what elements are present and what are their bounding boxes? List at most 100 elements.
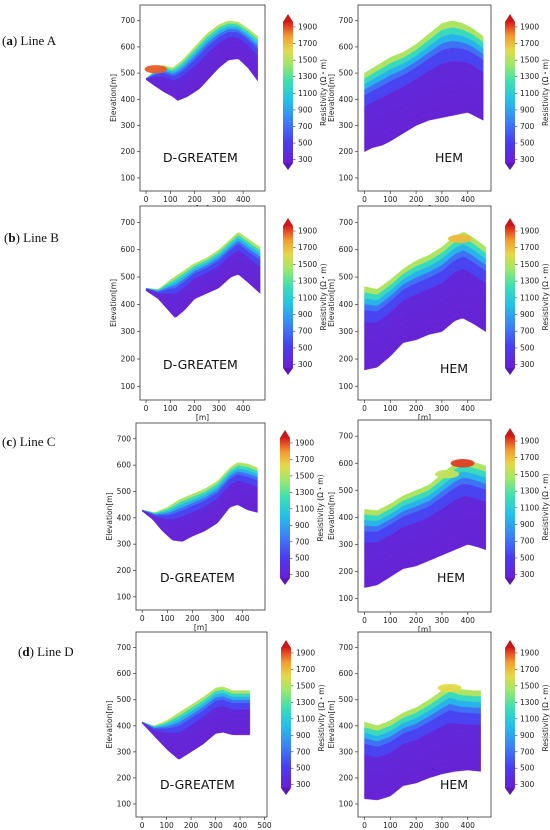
colorbar xyxy=(280,438,290,578)
x-axis-label: [m] xyxy=(418,625,431,634)
colorbar-tick-label: 1100 xyxy=(520,89,539,98)
y-tick-label: 200 xyxy=(121,147,136,156)
colorbar xyxy=(505,22,515,163)
colorbar-tick-label: 1100 xyxy=(296,714,315,723)
colorbar-extend-top xyxy=(505,218,515,226)
colorbar xyxy=(283,226,293,368)
colorbar-tick-label: 1500 xyxy=(520,470,539,479)
x-tick-label: 100 xyxy=(163,404,178,413)
resistivity-band xyxy=(142,501,258,542)
colorbar-tick-label: 1900 xyxy=(298,22,317,31)
x-tick-label: 200 xyxy=(187,195,202,204)
x-tick-label: 400 xyxy=(461,404,476,413)
colorbar-extend-bottom xyxy=(505,163,515,170)
panel-1: (a) Line A 0 100 200 300 400 100 200 300 400 500 60… xyxy=(2,4,328,213)
colorbar-tick-label: 1900 xyxy=(296,648,315,657)
colorbar-tick-label: 1500 xyxy=(295,471,314,480)
y-tick-label: 300 xyxy=(121,327,136,336)
y-tick-label: 700 xyxy=(121,218,136,227)
x-tick-label: 0 xyxy=(144,404,149,413)
x-tick-label: 200 xyxy=(409,195,424,204)
colorbar-tick-label: 500 xyxy=(520,553,535,562)
y-tick-label: 400 xyxy=(339,95,354,104)
x-tick-label: 0 xyxy=(140,821,145,830)
x-tick-label: 0 xyxy=(362,616,367,625)
y-tick-label: 300 xyxy=(121,121,136,130)
colorbar-tick-label: 1900 xyxy=(520,22,539,31)
colorbar-tick-label: 500 xyxy=(298,343,313,352)
colorbar-tick-label: 1700 xyxy=(298,243,317,252)
colorbar-tick-label: 300 xyxy=(520,780,535,789)
high-resistivity-zone xyxy=(435,469,460,479)
y-tick-label: 400 xyxy=(117,721,132,730)
y-tick-label: 200 xyxy=(117,566,132,575)
y-tick-label: 600 xyxy=(117,669,132,678)
colorbar-tick-label: 500 xyxy=(298,139,313,148)
x-tick-label: 400 xyxy=(461,195,476,204)
colorbar xyxy=(505,436,515,578)
colorbar-tick-label: 1300 xyxy=(298,72,317,81)
colorbar-label: Resistivity (Ω・m) xyxy=(541,59,550,126)
colorbar-tick-label: 300 xyxy=(295,570,310,579)
y-axis-label: Elevation[m] xyxy=(327,279,336,327)
colorbar-tick-label: 1900 xyxy=(295,438,314,447)
colorbar-tick-label: 300 xyxy=(298,155,313,164)
y-tick-label: 600 xyxy=(339,669,354,678)
colorbar-tick-label: 700 xyxy=(296,747,311,756)
y-tick-label: 600 xyxy=(339,459,354,468)
method-label: D-GREATEM xyxy=(160,570,235,585)
x-tick-label: 300 xyxy=(210,614,225,623)
x-tick-label: 0 xyxy=(144,195,149,204)
y-axis-label: Elevation[m] xyxy=(109,74,118,122)
y-axis-label: Elevation[m] xyxy=(327,700,336,748)
high-resistivity-zone xyxy=(144,65,168,74)
row-label: (a) Line A xyxy=(2,33,57,48)
x-tick-label: 100 xyxy=(159,821,174,830)
method-label: D-GREATEM xyxy=(160,777,235,792)
x-tick-label: 0 xyxy=(362,195,367,204)
colorbar-tick-label: 1500 xyxy=(298,260,317,269)
method-label: HEM xyxy=(440,777,468,792)
y-tick-label: 700 xyxy=(339,643,354,652)
y-tick-label: 100 xyxy=(339,173,354,182)
x-tick-label: 100 xyxy=(383,195,398,204)
panel-8: 0100200300400100200300400500600700[m]Ele… xyxy=(327,631,550,830)
colorbar-tick-label: 700 xyxy=(298,327,313,336)
colorbar-tick-label: 900 xyxy=(520,105,535,114)
y-tick-label: 100 xyxy=(339,799,354,808)
colorbar-label: Resistivity (Ω・m) xyxy=(317,684,326,751)
x-tick-label: 200 xyxy=(187,404,202,413)
colorbar xyxy=(505,648,515,788)
colorbar-tick-label: 1500 xyxy=(298,56,317,65)
colorbar-label: Resistivity (Ω・m) xyxy=(541,263,550,330)
colorbar-extend-bottom xyxy=(505,788,515,795)
colorbar-tick-label: 300 xyxy=(296,780,311,789)
row-label: (b) Line B xyxy=(4,230,59,245)
x-tick-label: 300 xyxy=(435,404,450,413)
y-axis-label: Elevation[m] xyxy=(105,492,114,540)
y-tick-label: 400 xyxy=(339,300,354,309)
colorbar-tick-label: 1100 xyxy=(298,89,317,98)
y-tick-label: 400 xyxy=(339,721,354,730)
y-tick-label: 500 xyxy=(339,486,354,495)
colorbar-tick-label: 1900 xyxy=(298,227,317,236)
x-tick-label: 300 xyxy=(435,616,450,625)
x-tick-label: 100 xyxy=(383,821,398,830)
colorbar-tick-label: 500 xyxy=(520,343,535,352)
panel-3: (b) Line B 0 100 200 300 400 100 200 300 400 500 60… xyxy=(4,205,328,422)
x-tick-label: 200 xyxy=(409,404,424,413)
x-axis-label: [m] xyxy=(418,413,431,422)
y-tick-label: 400 xyxy=(121,95,136,104)
colorbar-tick-label: 1300 xyxy=(298,277,317,286)
row-label: (d) Line D xyxy=(18,644,74,659)
method-label: D-GREATEM xyxy=(163,357,238,372)
colorbar-tick-label: 1300 xyxy=(520,277,539,286)
y-tick-label: 600 xyxy=(339,42,354,51)
y-tick-label: 200 xyxy=(121,355,136,364)
panel-2: 0100200300400100200300400500600700[m]Ele… xyxy=(327,4,550,213)
y-axis-label: Elevation[m] xyxy=(327,74,336,122)
colorbar-extend-top xyxy=(280,430,290,438)
colorbar-tick-label: 700 xyxy=(298,122,313,131)
colorbar-label: Resistivity (Ω・m) xyxy=(541,684,550,751)
